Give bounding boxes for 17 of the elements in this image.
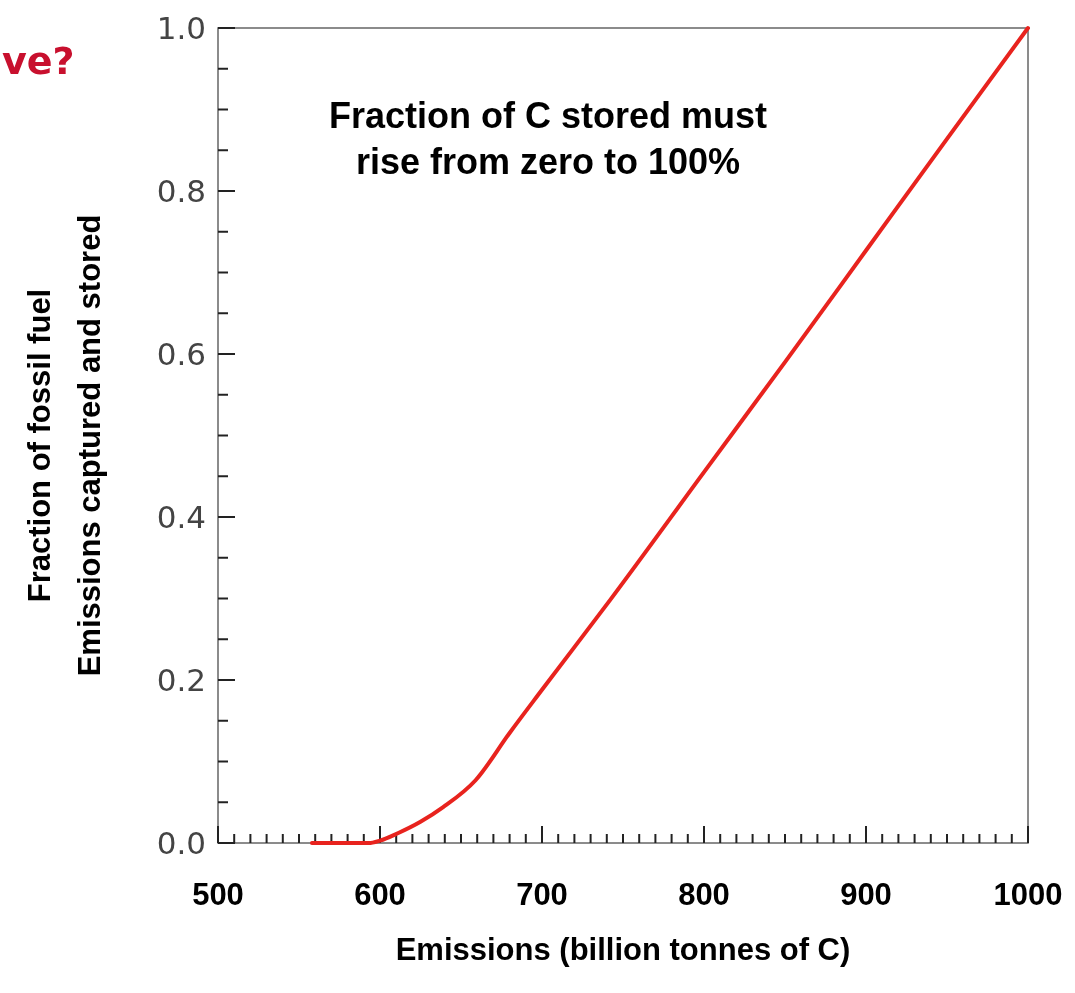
chart-title: ve? — [2, 39, 75, 83]
y-tick-label: 1.0 — [156, 9, 206, 46]
x-tick-label: 1000 — [993, 877, 1063, 912]
x-axis-title: Emissions (billion tonnes of C) — [395, 932, 851, 967]
y-tick-label: 0.4 — [156, 498, 206, 535]
y-tick-label: 0.6 — [156, 335, 206, 372]
x-tick-label: 500 — [192, 877, 244, 912]
annotation: Fraction of C stored must rise from zero to 100% — [328, 95, 768, 182]
y-tick-label: 0.0 — [156, 824, 206, 861]
x-tick-label: 900 — [840, 877, 892, 912]
line-series — [309, 26, 1030, 845]
y-tick-label: 0.8 — [156, 172, 206, 209]
y-tick-label: 0.2 — [156, 661, 206, 698]
y-axis-title: Fraction of fossil fuel Emissions captured and stored — [22, 214, 107, 677]
x-tick-label: 800 — [678, 877, 730, 912]
x-tick-label: 700 — [516, 877, 568, 912]
x-tick-label: 600 — [354, 877, 406, 912]
